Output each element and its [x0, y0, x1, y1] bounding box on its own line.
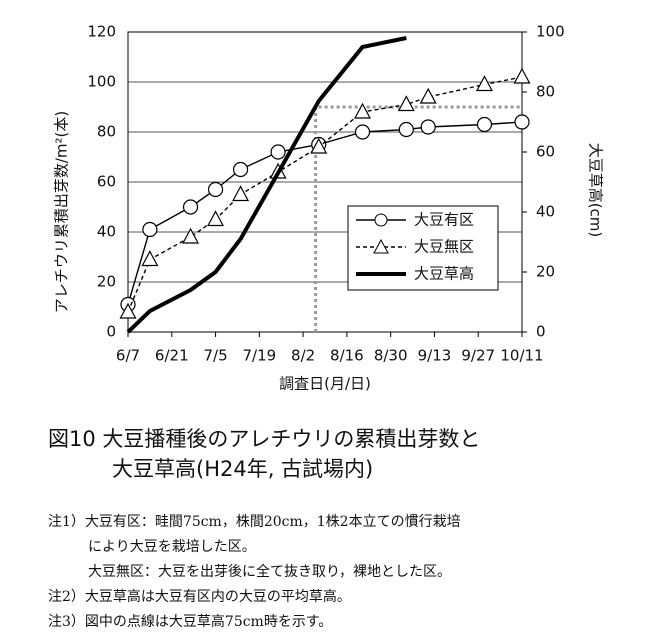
legend-label: 大豆無区 — [414, 238, 474, 256]
series-line — [127, 121, 523, 305]
x-tick-label: 9/27 — [461, 347, 495, 365]
data-point — [354, 124, 371, 140]
data-point — [119, 302, 137, 319]
x-tick-label: 6/21 — [155, 347, 189, 365]
data-point — [142, 221, 158, 238]
data-point — [398, 121, 414, 138]
y2-tick-label: 0 — [536, 323, 546, 341]
data-point — [476, 116, 493, 133]
data-point — [419, 87, 437, 104]
x-tick-label: 9/13 — [418, 347, 452, 365]
data-point — [182, 199, 199, 215]
data-point — [397, 95, 415, 112]
note: 大豆無区：大豆を出芽後に全て抜き取り，裸地とした区。 — [88, 563, 451, 580]
note: 注2）大豆草高は大豆有区内の大豆の平均草高。 — [48, 588, 351, 605]
data-point — [141, 250, 159, 267]
data-point — [207, 181, 224, 198]
note: により大豆を栽培した区。 — [88, 539, 256, 555]
series-line — [127, 76, 523, 313]
x-tick-label: 10/11 — [500, 347, 543, 365]
data-point — [270, 144, 286, 160]
data-point — [514, 114, 530, 130]
x-tick-label: 7/19 — [242, 347, 276, 365]
legend-label: 大豆有区 — [414, 211, 474, 229]
data-point — [310, 137, 328, 154]
data-point — [354, 102, 372, 119]
y-tick-label: 60 — [97, 173, 116, 191]
y2-axis-label: 大豆草高(cm) — [587, 143, 605, 238]
x-axis-label: 調査日(月/日) — [279, 375, 371, 393]
x-tick-label: 7/5 — [203, 347, 227, 365]
data-point — [513, 67, 531, 84]
y-axis-label: アレチウリ累積出芽数/m²(本) — [53, 111, 71, 313]
chart-title: 図10 大豆播種後のアレチウリの累積出芽数と — [48, 427, 480, 451]
x-tick-label: 6/7 — [116, 347, 140, 365]
y-tick-label: 80 — [97, 123, 116, 141]
x-tick-label: 8/2 — [291, 347, 315, 365]
y2-tick-label: 60 — [536, 143, 555, 161]
legend-marker — [373, 238, 389, 254]
legend-marker — [374, 213, 388, 227]
data-point — [232, 161, 249, 178]
y2-tick-label: 20 — [536, 263, 555, 281]
note: 注1）大豆有区：畦間75cm，株間20cm，1株2本立ての慣行栽培 — [48, 513, 461, 530]
y-tick-label: 0 — [106, 323, 116, 341]
y-tick-label: 40 — [97, 223, 116, 241]
y-tick-label: 20 — [97, 273, 116, 291]
x-tick-label: 8/30 — [374, 347, 408, 365]
y2-tick-label: 40 — [536, 203, 555, 221]
x-tick-label: 8/16 — [330, 347, 364, 365]
plot-frame — [127, 31, 523, 333]
y2-tick-label: 80 — [536, 83, 555, 101]
y-tick-label: 100 — [87, 73, 116, 91]
data-point — [182, 227, 200, 244]
y2-tick-label: 100 — [536, 23, 565, 41]
series-line — [126, 36, 407, 334]
note: 注3）図中の点線は大豆草高75cm時を示す。 — [48, 613, 332, 630]
data-point — [475, 75, 493, 92]
data-point — [420, 119, 436, 135]
chart-title: 大豆草高(H24年, 古試場内) — [112, 457, 373, 481]
y-tick-label: 120 — [87, 23, 116, 41]
data-point — [207, 210, 225, 227]
data-point — [232, 185, 250, 202]
legend-label: 大豆草高 — [414, 265, 474, 283]
